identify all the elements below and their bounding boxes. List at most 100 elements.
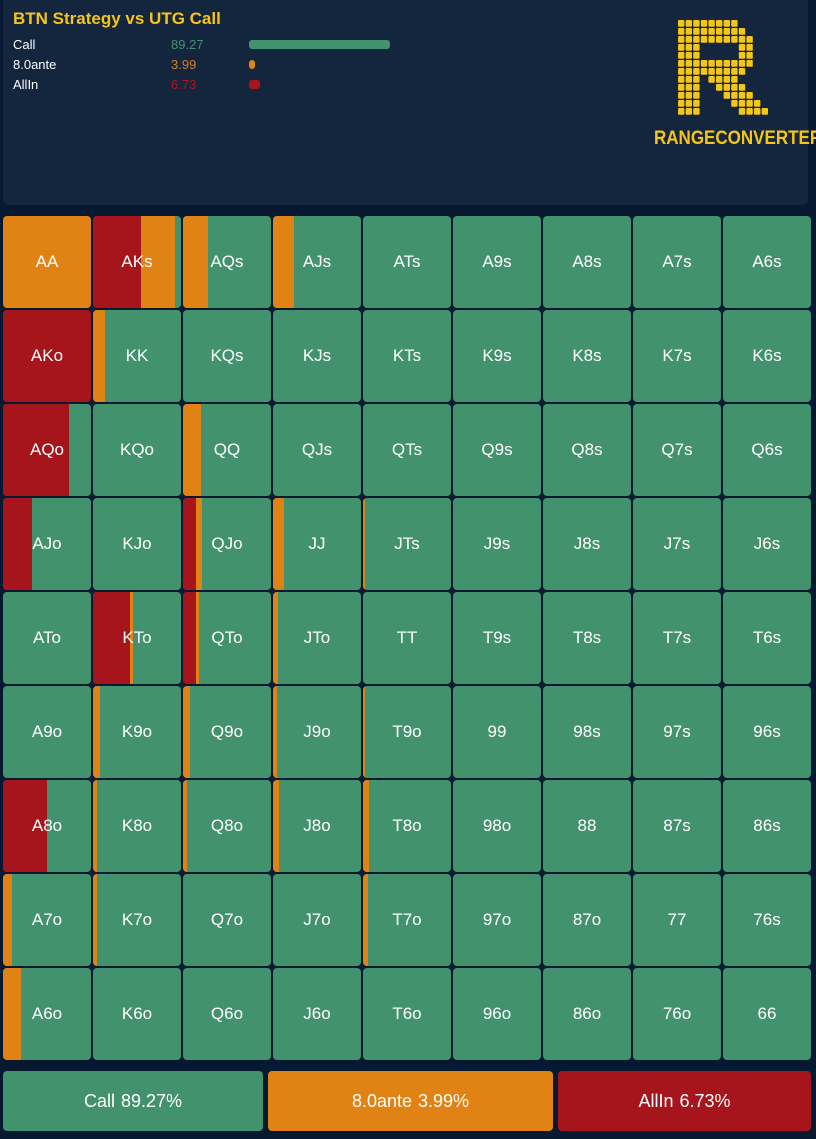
hand-cell-A7o[interactable]: A7o	[3, 874, 91, 966]
hand-cell-JJ[interactable]: JJ	[273, 498, 361, 590]
hand-label: K7s	[662, 346, 692, 365]
hand-cell-76s[interactable]: 76s	[723, 874, 811, 966]
hand-cell-K9o[interactable]: K9o	[93, 686, 181, 778]
hand-cell-J6s[interactable]: J6s	[723, 498, 811, 590]
hand-cell-A8o[interactable]: A8o	[3, 780, 91, 872]
hand-cell-ATo[interactable]: ATo	[3, 592, 91, 684]
hand-cell-AKs[interactable]: AKs	[93, 216, 181, 308]
hand-cell-K7o[interactable]: K7o	[93, 874, 181, 966]
hand-cell-K6s[interactable]: K6s	[723, 310, 811, 402]
hand-cell-A6s[interactable]: A6s	[723, 216, 811, 308]
hand-cell-T7s[interactable]: T7s	[633, 592, 721, 684]
hand-cell-K8o[interactable]: K8o	[93, 780, 181, 872]
hand-label: 99	[487, 722, 507, 741]
hand-label: KJo	[122, 534, 152, 553]
hand-cell-Q9s[interactable]: Q9s	[453, 404, 541, 496]
hand-cell-K6o[interactable]: K6o	[93, 968, 181, 1060]
hand-label: 76s	[753, 910, 781, 929]
hand-cell-TT[interactable]: TT	[363, 592, 451, 684]
allin-frequency-segment	[93, 592, 130, 684]
hand-label: J7s	[663, 534, 691, 553]
hand-cell-J9s[interactable]: J9s	[453, 498, 541, 590]
hand-cell-T6s[interactable]: T6s	[723, 592, 811, 684]
hand-cell-T8o[interactable]: T8o	[363, 780, 451, 872]
legend-value: 3.99	[171, 57, 197, 72]
hand-cell-AQo[interactable]: AQo	[3, 404, 91, 496]
hand-cell-96s[interactable]: 96s	[723, 686, 811, 778]
hand-cell-86s[interactable]: 86s	[723, 780, 811, 872]
ante-filter-button[interactable]: 8.0ante 3.99%	[268, 1071, 553, 1131]
hand-cell-A7s[interactable]: A7s	[633, 216, 721, 308]
hand-cell-AJs[interactable]: AJs	[273, 216, 361, 308]
ante-frequency-segment	[93, 310, 106, 402]
hand-cell-ATs[interactable]: ATs	[363, 216, 451, 308]
hand-cell-KJs[interactable]: KJs	[273, 310, 361, 402]
hand-cell-A6o[interactable]: A6o	[3, 968, 91, 1060]
hand-label: JTs	[394, 534, 420, 553]
hand-cell-KTo[interactable]: KTo	[93, 592, 181, 684]
hand-label: A7s	[662, 252, 692, 271]
hand-label: 77	[667, 910, 687, 929]
hand-cell-QJs[interactable]: QJs	[273, 404, 361, 496]
hand-cell-AA[interactable]: AA	[3, 216, 91, 308]
hand-cell-KJo[interactable]: KJo	[93, 498, 181, 590]
hand-cell-98s[interactable]: 98s	[543, 686, 631, 778]
hand-cell-Q7s[interactable]: Q7s	[633, 404, 721, 496]
hand-cell-Q8o[interactable]: Q8o	[183, 780, 271, 872]
hand-cell-J8s[interactable]: J8s	[543, 498, 631, 590]
hand-cell-AQs[interactable]: AQs	[183, 216, 271, 308]
hand-cell-98o[interactable]: 98o	[453, 780, 541, 872]
hand-cell-T9s[interactable]: T9s	[453, 592, 541, 684]
button-value: 3.99%	[418, 1090, 470, 1111]
hand-cell-QTo[interactable]: QTo	[183, 592, 271, 684]
allin-filter-button[interactable]: AllIn 6.73%	[558, 1071, 811, 1131]
hand-cell-Q6s[interactable]: Q6s	[723, 404, 811, 496]
hand-cell-J8o[interactable]: J8o	[273, 780, 361, 872]
hand-cell-Q9o[interactable]: Q9o	[183, 686, 271, 778]
hand-cell-AKo[interactable]: AKo	[3, 310, 91, 402]
hand-cell-T9o[interactable]: T9o	[363, 686, 451, 778]
hand-cell-J9o[interactable]: J9o	[273, 686, 361, 778]
hand-cell-J7s[interactable]: J7s	[633, 498, 721, 590]
hand-cell-T8s[interactable]: T8s	[543, 592, 631, 684]
hand-label: JTo	[303, 628, 331, 647]
hand-cell-JTs[interactable]: JTs	[363, 498, 451, 590]
hand-cell-J6o[interactable]: J6o	[273, 968, 361, 1060]
hand-label: T7o	[392, 910, 422, 929]
hand-cell-86o[interactable]: 86o	[543, 968, 631, 1060]
hand-cell-76o[interactable]: 76o	[633, 968, 721, 1060]
call-filter-button[interactable]: Call 89.27%	[3, 1071, 263, 1131]
hand-cell-87s[interactable]: 87s	[633, 780, 721, 872]
hand-cell-Q6o[interactable]: Q6o	[183, 968, 271, 1060]
hand-cell-J7o[interactable]: J7o	[273, 874, 361, 966]
hand-cell-A8s[interactable]: A8s	[543, 216, 631, 308]
hand-cell-QQ[interactable]: QQ	[183, 404, 271, 496]
hand-cell-Q7o[interactable]: Q7o	[183, 874, 271, 966]
hand-cell-KK[interactable]: KK	[93, 310, 181, 402]
hand-cell-A9s[interactable]: A9s	[453, 216, 541, 308]
hand-cell-88[interactable]: 88	[543, 780, 631, 872]
hand-cell-97o[interactable]: 97o	[453, 874, 541, 966]
hand-cell-KQs[interactable]: KQs	[183, 310, 271, 402]
hand-cell-99[interactable]: 99	[453, 686, 541, 778]
hand-cell-87o[interactable]: 87o	[543, 874, 631, 966]
hand-cell-T7o[interactable]: T7o	[363, 874, 451, 966]
hand-cell-JTo[interactable]: JTo	[273, 592, 361, 684]
hand-cell-96o[interactable]: 96o	[453, 968, 541, 1060]
ante-frequency-segment	[129, 592, 133, 684]
hand-cell-K8s[interactable]: K8s	[543, 310, 631, 402]
hand-cell-AJo[interactable]: AJo	[3, 498, 91, 590]
hand-cell-97s[interactable]: 97s	[633, 686, 721, 778]
hand-cell-66[interactable]: 66	[723, 968, 811, 1060]
hand-cell-A9o[interactable]: A9o	[3, 686, 91, 778]
hand-cell-QTs[interactable]: QTs	[363, 404, 451, 496]
legend-label: AllIn	[13, 77, 39, 92]
hand-cell-K7s[interactable]: K7s	[633, 310, 721, 402]
hand-cell-KQo[interactable]: KQo	[93, 404, 181, 496]
hand-cell-KTs[interactable]: KTs	[363, 310, 451, 402]
hand-cell-77[interactable]: 77	[633, 874, 721, 966]
hand-cell-Q8s[interactable]: Q8s	[543, 404, 631, 496]
hand-cell-T6o[interactable]: T6o	[363, 968, 451, 1060]
hand-cell-K9s[interactable]: K9s	[453, 310, 541, 402]
hand-cell-QJo[interactable]: QJo	[183, 498, 271, 590]
